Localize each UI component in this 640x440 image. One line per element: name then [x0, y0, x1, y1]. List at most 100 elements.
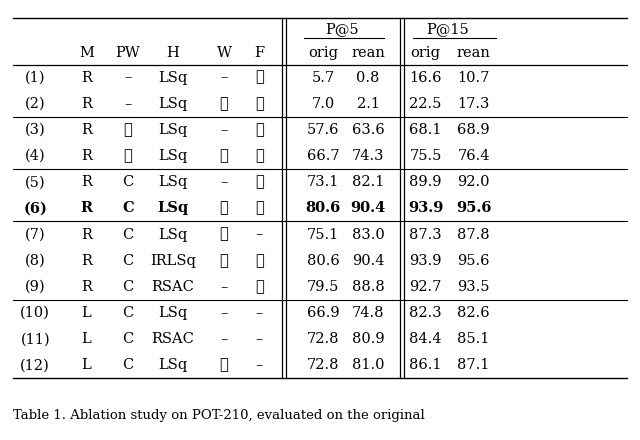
Text: Table 1. Ablation study on POT-210, evaluated on the original: Table 1. Ablation study on POT-210, eval… [13, 409, 424, 422]
Text: IRLSq: IRLSq [150, 254, 196, 268]
Text: 80.6: 80.6 [307, 254, 340, 268]
Text: R: R [81, 123, 92, 137]
Text: ✓: ✓ [220, 149, 228, 163]
Text: RSAC: RSAC [152, 332, 194, 346]
Text: C: C [122, 175, 134, 189]
Text: ✓: ✓ [255, 280, 264, 294]
Text: 17.3: 17.3 [458, 97, 490, 111]
Text: –: – [124, 97, 132, 111]
Text: 80.9: 80.9 [352, 332, 384, 346]
Text: rean: rean [457, 46, 490, 60]
Text: LSq: LSq [158, 70, 188, 84]
Text: LSq: LSq [158, 97, 188, 111]
Text: 95.6: 95.6 [456, 202, 492, 215]
Text: 92.0: 92.0 [458, 175, 490, 189]
Text: 93.9: 93.9 [410, 254, 442, 268]
Text: LSq: LSq [158, 227, 188, 242]
Text: C: C [122, 306, 134, 320]
Text: –: – [124, 70, 132, 84]
Text: –: – [255, 332, 263, 346]
Text: (9): (9) [25, 280, 45, 294]
Text: (11): (11) [20, 332, 50, 346]
Text: F: F [254, 46, 264, 60]
Text: R: R [81, 97, 92, 111]
Text: 81.0: 81.0 [352, 358, 384, 372]
Text: 88.8: 88.8 [351, 280, 385, 294]
Text: ✓: ✓ [255, 149, 264, 163]
Text: 66.7: 66.7 [307, 149, 339, 163]
Text: 95.6: 95.6 [458, 254, 490, 268]
Text: 7.0: 7.0 [312, 97, 335, 111]
Text: (10): (10) [20, 306, 50, 320]
Text: ✓: ✓ [255, 202, 264, 215]
Text: C: C [122, 202, 134, 215]
Text: H: H [166, 46, 179, 60]
Text: –: – [220, 332, 228, 346]
Text: C: C [122, 358, 134, 372]
Text: 0.8: 0.8 [356, 70, 380, 84]
Text: LSq: LSq [158, 306, 188, 320]
Text: LSq: LSq [158, 149, 188, 163]
Text: PW: PW [116, 46, 140, 60]
Text: 66.9: 66.9 [307, 306, 339, 320]
Text: 82.1: 82.1 [352, 175, 384, 189]
Text: –: – [220, 70, 228, 84]
Text: 92.7: 92.7 [410, 280, 442, 294]
Text: 90.4: 90.4 [352, 254, 384, 268]
Text: C: C [122, 280, 134, 294]
Text: 87.1: 87.1 [458, 358, 490, 372]
Text: R: R [81, 70, 92, 84]
Text: 86.1: 86.1 [410, 358, 442, 372]
Text: W: W [216, 46, 232, 60]
Text: ✓: ✓ [124, 149, 132, 163]
Text: (2): (2) [25, 97, 45, 111]
Text: R: R [81, 149, 92, 163]
Text: –: – [255, 227, 263, 242]
Text: ✓: ✓ [255, 254, 264, 268]
Text: 87.8: 87.8 [458, 227, 490, 242]
Text: ✓: ✓ [220, 254, 228, 268]
Text: 93.5: 93.5 [458, 280, 490, 294]
Text: C: C [122, 332, 134, 346]
Text: (12): (12) [20, 358, 50, 372]
Text: 82.3: 82.3 [410, 306, 442, 320]
Text: R: R [81, 280, 92, 294]
Text: RSAC: RSAC [152, 280, 194, 294]
Text: ✓: ✓ [220, 227, 228, 242]
Text: (6): (6) [23, 202, 47, 215]
Text: L: L [81, 358, 92, 372]
Text: –: – [220, 306, 228, 320]
Text: 22.5: 22.5 [410, 97, 442, 111]
Text: ✓: ✓ [255, 97, 264, 111]
Text: 89.9: 89.9 [410, 175, 442, 189]
Text: 75.5: 75.5 [410, 149, 442, 163]
Text: 16.6: 16.6 [410, 70, 442, 84]
Text: R: R [81, 202, 92, 215]
Text: 72.8: 72.8 [307, 358, 339, 372]
Text: 73.1: 73.1 [307, 175, 339, 189]
Text: 84.4: 84.4 [410, 332, 442, 346]
Text: (3): (3) [25, 123, 45, 137]
Text: –: – [220, 123, 228, 137]
Text: 68.9: 68.9 [458, 123, 490, 137]
Text: 83.0: 83.0 [351, 227, 385, 242]
Text: R: R [81, 175, 92, 189]
Text: ✓: ✓ [255, 175, 264, 189]
Text: (5): (5) [25, 175, 45, 189]
Text: ✓: ✓ [220, 358, 228, 372]
Text: –: – [255, 358, 263, 372]
Text: 80.6: 80.6 [305, 202, 341, 215]
Text: ✓: ✓ [220, 202, 228, 215]
Text: R: R [81, 227, 92, 242]
Text: 68.1: 68.1 [410, 123, 442, 137]
Text: 85.1: 85.1 [458, 332, 490, 346]
Text: 72.8: 72.8 [307, 332, 339, 346]
Text: ✓: ✓ [124, 123, 132, 137]
Text: C: C [122, 227, 134, 242]
Text: R: R [81, 254, 92, 268]
Text: 76.4: 76.4 [458, 149, 490, 163]
Text: (7): (7) [25, 227, 45, 242]
Text: 57.6: 57.6 [307, 123, 339, 137]
Text: –: – [255, 306, 263, 320]
Text: 90.4: 90.4 [350, 202, 386, 215]
